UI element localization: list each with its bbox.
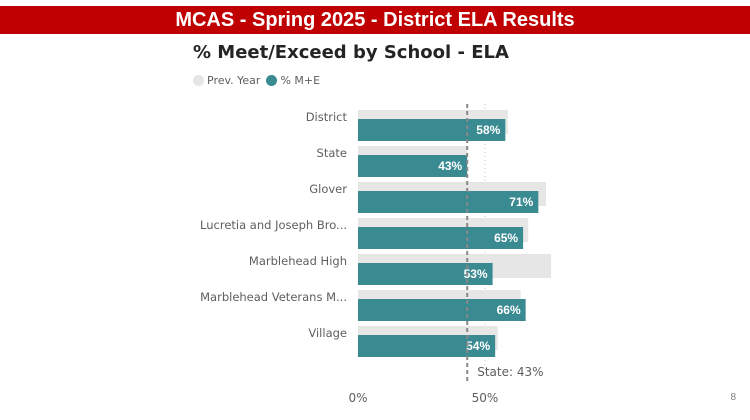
category-label-4: Marblehead High — [249, 254, 347, 268]
data-label-0: 58% — [476, 123, 500, 137]
data-label-1: 43% — [438, 159, 462, 173]
legend-marker-meet-exceed — [266, 75, 278, 86]
bar-meet-exceed-1 — [358, 155, 468, 177]
category-label-3: Lucretia and Joseph Bro... — [200, 218, 347, 232]
chart-title: % Meet/Exceed by School - ELA — [193, 42, 509, 63]
legend-label-meet-exceed: % M+E — [280, 74, 321, 87]
category-label-1: State — [317, 146, 347, 160]
bar-meet-exceed-5 — [358, 299, 526, 321]
category-label-5: Marblehead Veterans M... — [200, 290, 347, 304]
slide-banner: MCAS - Spring 2025 - District ELA Result… — [0, 6, 750, 34]
category-label-0: District — [306, 110, 348, 124]
bar-meet-exceed-3 — [358, 227, 524, 249]
bar-meet-exceed-2 — [358, 191, 539, 213]
category-label-6: Village — [308, 326, 347, 340]
x-tick-label-0: 0% — [348, 391, 367, 405]
data-label-5: 66% — [497, 303, 521, 317]
legend-marker-prev-year — [193, 75, 204, 86]
bar-meet-exceed-0 — [358, 119, 506, 141]
page-number: 8 — [730, 392, 736, 403]
bar-meet-exceed-6 — [358, 335, 496, 357]
data-label-4: 53% — [464, 267, 488, 281]
bar-meet-exceed-4 — [358, 263, 493, 285]
x-tick-label-1: 50% — [472, 391, 499, 405]
legend-label-prev-year: Prev. Year — [207, 74, 261, 87]
category-label-2: Glover — [309, 182, 347, 196]
data-label-6: 54% — [466, 339, 490, 353]
chart-legend: Prev. Year % M+E — [193, 74, 326, 87]
legend-item-prev-year[interactable]: Prev. Year — [193, 74, 260, 87]
data-label-3: 65% — [494, 231, 518, 245]
reference-line-label: State: 43% — [477, 365, 543, 379]
legend-item-meet-exceed[interactable]: % M+E — [266, 74, 320, 87]
data-label-2: 71% — [509, 195, 533, 209]
